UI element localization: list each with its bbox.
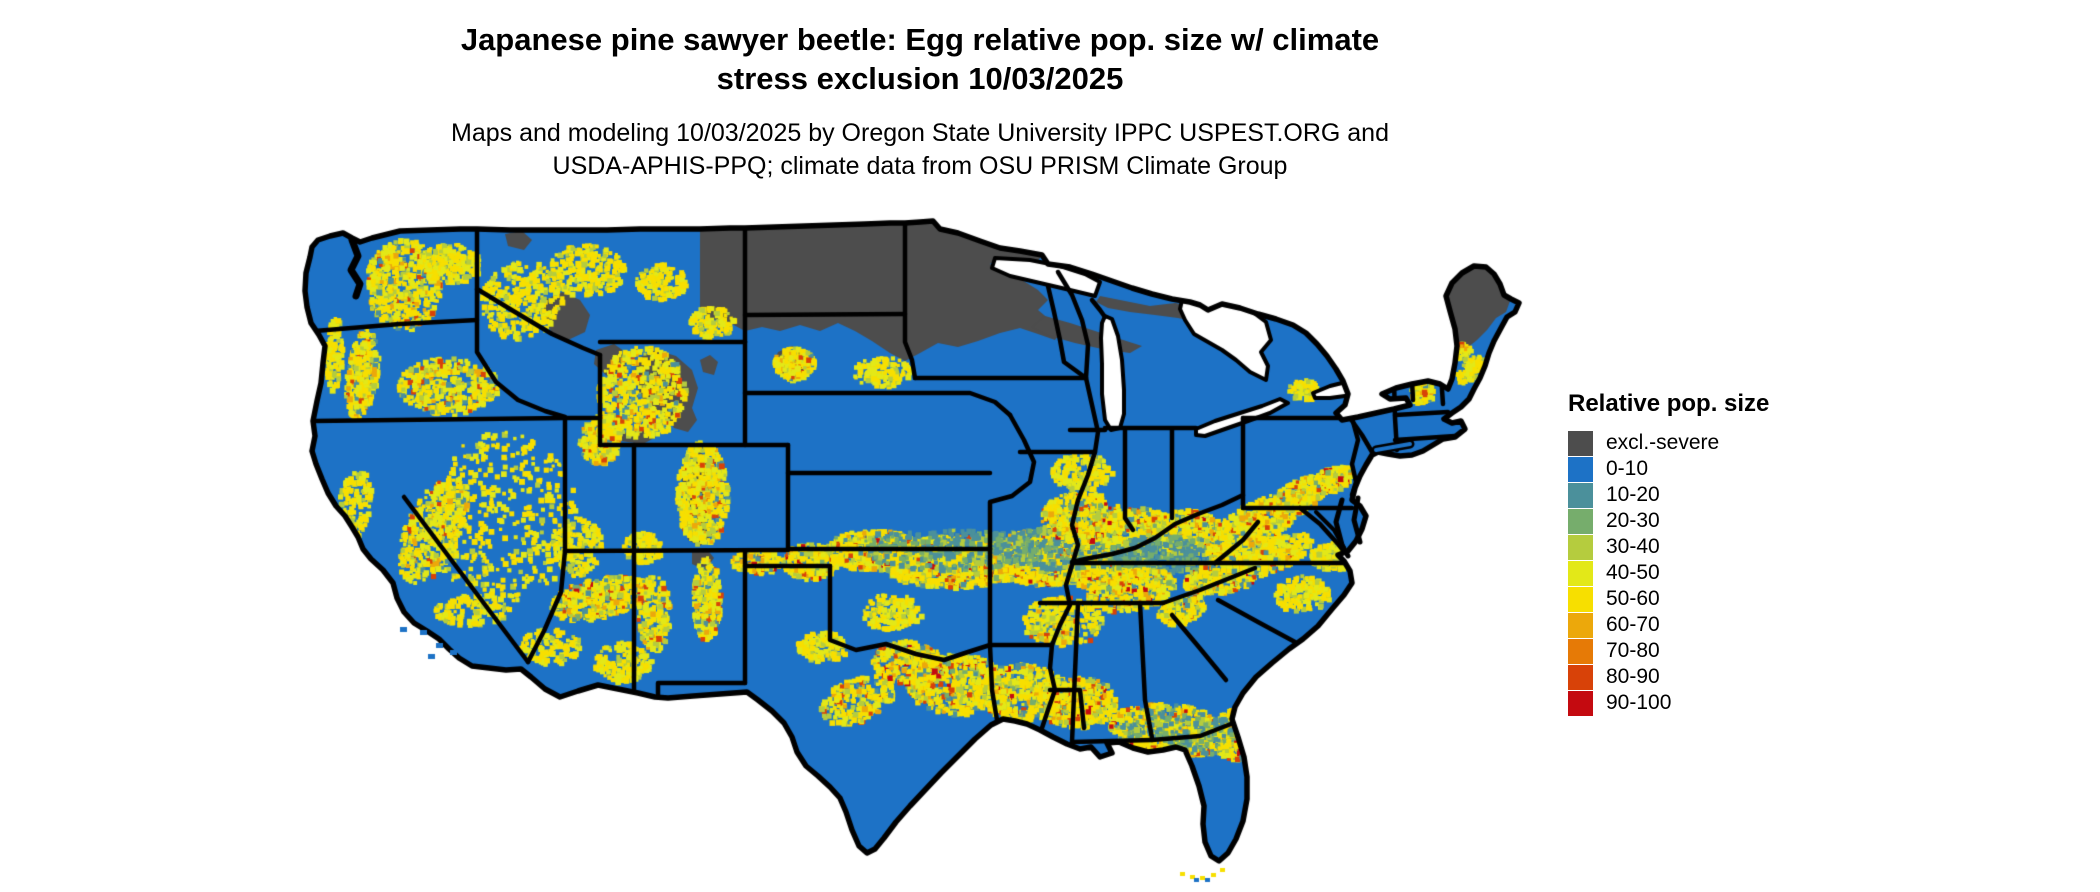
- legend-label: 20-30: [1606, 509, 1660, 532]
- map-title-line2: stress exclusion 10/03/2025: [716, 61, 1124, 96]
- legend-swatch: [1568, 560, 1593, 586]
- legend-swatch: [1568, 508, 1593, 534]
- legend-item: 60-70: [1568, 612, 1769, 638]
- legend: Relative pop. size excl.-severe 0-10 10-20…: [1568, 390, 1769, 716]
- legend-item: 20-30: [1568, 508, 1769, 534]
- legend-swatch: [1568, 534, 1593, 560]
- legend-item: 0-10: [1568, 456, 1769, 482]
- legend-label: 60-70: [1606, 613, 1660, 636]
- map-subtitle-line2: USDA-APHIS-PPQ; climate data from OSU PR…: [552, 152, 1288, 180]
- legend-swatch: [1568, 586, 1593, 612]
- map-subtitle: Maps and modeling 10/03/2025 by Oregon S…: [260, 117, 1580, 183]
- legend-label: 10-20: [1606, 483, 1660, 506]
- legend-item: 30-40: [1568, 534, 1769, 560]
- legend-item: 10-20: [1568, 482, 1769, 508]
- map-title: Japanese pine sawyer beetle: Egg relativ…: [260, 20, 1580, 98]
- legend-label: 30-40: [1606, 535, 1660, 558]
- legend-swatch: [1568, 690, 1593, 716]
- legend-item: 80-90: [1568, 664, 1769, 690]
- legend-item: excl.-severe: [1568, 430, 1769, 456]
- legend-swatch: [1568, 638, 1593, 664]
- legend-item: 70-80: [1568, 638, 1769, 664]
- legend-label: 40-50: [1606, 561, 1660, 584]
- map-subtitle-line1: Maps and modeling 10/03/2025 by Oregon S…: [451, 119, 1389, 147]
- legend-label: 50-60: [1606, 587, 1660, 610]
- legend-swatch: [1568, 664, 1593, 690]
- legend-items: excl.-severe 0-10 10-20 20-30 30-40 40-50 50-6…: [1568, 430, 1769, 716]
- legend-label: 90-100: [1606, 691, 1672, 714]
- legend-label: 70-80: [1606, 639, 1660, 662]
- legend-item: 90-100: [1568, 690, 1769, 716]
- legend-swatch: [1568, 612, 1593, 638]
- legend-swatch: [1568, 430, 1593, 456]
- legend-label: excl.-severe: [1606, 431, 1720, 454]
- map-title-line1: Japanese pine sawyer beetle: Egg relativ…: [460, 22, 1380, 57]
- legend-label: 80-90: [1606, 665, 1660, 688]
- legend-label: 0-10: [1606, 457, 1649, 480]
- legend-item: 50-60: [1568, 586, 1769, 612]
- legend-title: Relative pop. size: [1568, 390, 1770, 417]
- legend-swatch: [1568, 456, 1593, 482]
- legend-swatch: [1568, 482, 1593, 508]
- legend-item: 40-50: [1568, 560, 1769, 586]
